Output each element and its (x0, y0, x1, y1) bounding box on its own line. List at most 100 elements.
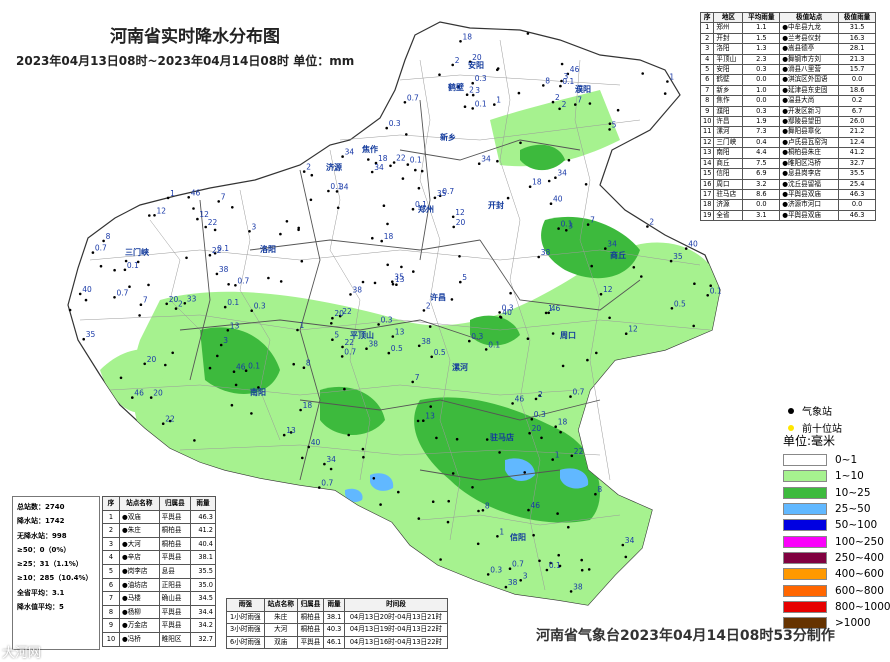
precip-value-label: 0.7 (321, 479, 333, 488)
region-summary-table: 序地区 平均雨量 极值站点 极值雨量 1 郑州 1.1 ●中牟县九龙 31.5 2 开封 1.5 ●兰… (699, 11, 876, 222)
station-dot (608, 316, 611, 320)
station-dot (567, 525, 570, 529)
precip-value-label: 22 (342, 307, 352, 316)
station-dot (530, 417, 534, 421)
station-dot (684, 247, 688, 250)
station-dot (580, 568, 584, 572)
table-cell: 平舆县 (158, 604, 192, 620)
station-dot (372, 477, 376, 480)
station-dot (616, 108, 620, 112)
table-cell: 2 (699, 32, 715, 45)
table-cell: 0.0 (838, 74, 876, 86)
station-dot (561, 364, 565, 368)
table-cell: ●冯桥 (118, 631, 160, 647)
station-dot (416, 419, 420, 423)
table-cell: 41.2 (190, 523, 216, 538)
table-cell: 1 (102, 509, 120, 525)
table-cell: ●岗李店 (118, 563, 160, 579)
table-cell: ●桐柏县朱庄 (779, 147, 840, 159)
station-dot (113, 296, 116, 299)
station-dot (496, 535, 499, 538)
station-dot (91, 251, 95, 254)
station-dot (484, 348, 488, 351)
legend-swatch (783, 535, 827, 548)
precip-value-label: 18 (384, 232, 394, 241)
station-dot (588, 102, 592, 105)
table-cell: 4 (699, 53, 715, 66)
table-cell: 1.3 (742, 43, 781, 55)
table-row: 1小时雨强 朱庄 桐柏县 38.1 04月13日20时-04月13日21时 (226, 610, 449, 625)
station-dot (147, 283, 150, 287)
column-header: 地区 (713, 11, 744, 24)
table-cell: 0.0 (742, 95, 781, 107)
table-cell: 35.0 (190, 577, 216, 593)
watermark: 大河网 (2, 646, 42, 661)
precip-value-label: 0.1 (330, 182, 342, 191)
station-dot (534, 397, 538, 401)
station-dot (335, 190, 339, 193)
station-dot (471, 93, 475, 97)
table-cell: ●嵩县德亭 (779, 43, 840, 55)
station-dot (367, 158, 370, 161)
table-cell: 开封 (713, 32, 744, 45)
legend-scale-label: 25~50 (835, 503, 871, 516)
station-dot (451, 472, 455, 475)
precip-value-label: 2 (455, 56, 460, 65)
rain-intensity-table: 雨强 站点名称 归属县 雨量 时间段 1小时雨强 朱庄 桐柏县 38.1 04月13日20时-0… (226, 598, 449, 650)
precip-value-label: 1 (170, 189, 175, 198)
column-header: 归属县 (158, 496, 192, 511)
station-dot (471, 107, 475, 110)
precip-value-label: 1 (548, 304, 553, 313)
station-dot (517, 91, 521, 95)
station-dot (78, 292, 82, 296)
station-dot (187, 196, 190, 199)
legend-scale-label: >1000 (835, 617, 871, 630)
precip-value-label: 0.7 (344, 347, 356, 356)
legend-swatch (783, 454, 827, 467)
station-dot (340, 355, 344, 358)
station-dot (411, 207, 415, 211)
station-dot (477, 509, 480, 513)
station-dot (341, 155, 344, 158)
station-dot (401, 177, 405, 180)
precip-value-label: 2 (562, 100, 567, 109)
legend-scale-item: 100~250 (783, 533, 890, 549)
station-dot (439, 558, 442, 561)
station-dot (102, 239, 105, 243)
table-cell: 0.0 (742, 199, 781, 211)
station-dot (193, 439, 196, 442)
station-dots (68, 32, 712, 593)
station-dot (395, 283, 398, 287)
precip-value-label: 46 (236, 363, 246, 372)
table-row: 18 济源 0.0 ●济源市河口 0.0 (699, 199, 876, 211)
station-dot (166, 196, 170, 200)
precip-value-label: 0.1 (227, 298, 239, 307)
table-cell: 1.0 (742, 84, 781, 97)
station-dot (391, 335, 395, 338)
city-label: 郑州 (418, 204, 434, 214)
top-stations-table: 序站点名称 归属县 雨量 1 ●双庙 平舆县 46.3 2 ●朱庄 桐柏县 41.2 3 ●大河 桐柏县… (102, 496, 216, 647)
table-row: 7 ●马楼 确山县 34.5 (102, 591, 216, 606)
station-dot (595, 351, 598, 355)
legend-scale-label: 0~1 (835, 454, 858, 467)
table-cell: 驻马店 (713, 188, 744, 201)
station-dot (528, 431, 531, 435)
station-dot (498, 451, 501, 454)
station-dot (624, 332, 628, 336)
precip-value-label: 5 (612, 120, 617, 129)
station-dot (250, 412, 253, 415)
table-cell: 26.0 (838, 116, 876, 128)
station-dot (558, 564, 562, 568)
station-dot (183, 302, 187, 305)
table-cell: 商丘 (713, 157, 744, 170)
station-dot (329, 467, 333, 471)
station-dot (496, 67, 500, 70)
station-dot (560, 79, 563, 83)
precip-value-label: 0.3 (381, 315, 393, 324)
station-dot (382, 204, 386, 207)
station-dot (450, 298, 454, 301)
table-cell: 8 (699, 95, 715, 107)
station-dot (386, 263, 390, 267)
column-header: 雨强 (226, 598, 265, 612)
table-cell: 安阳 (713, 64, 744, 76)
